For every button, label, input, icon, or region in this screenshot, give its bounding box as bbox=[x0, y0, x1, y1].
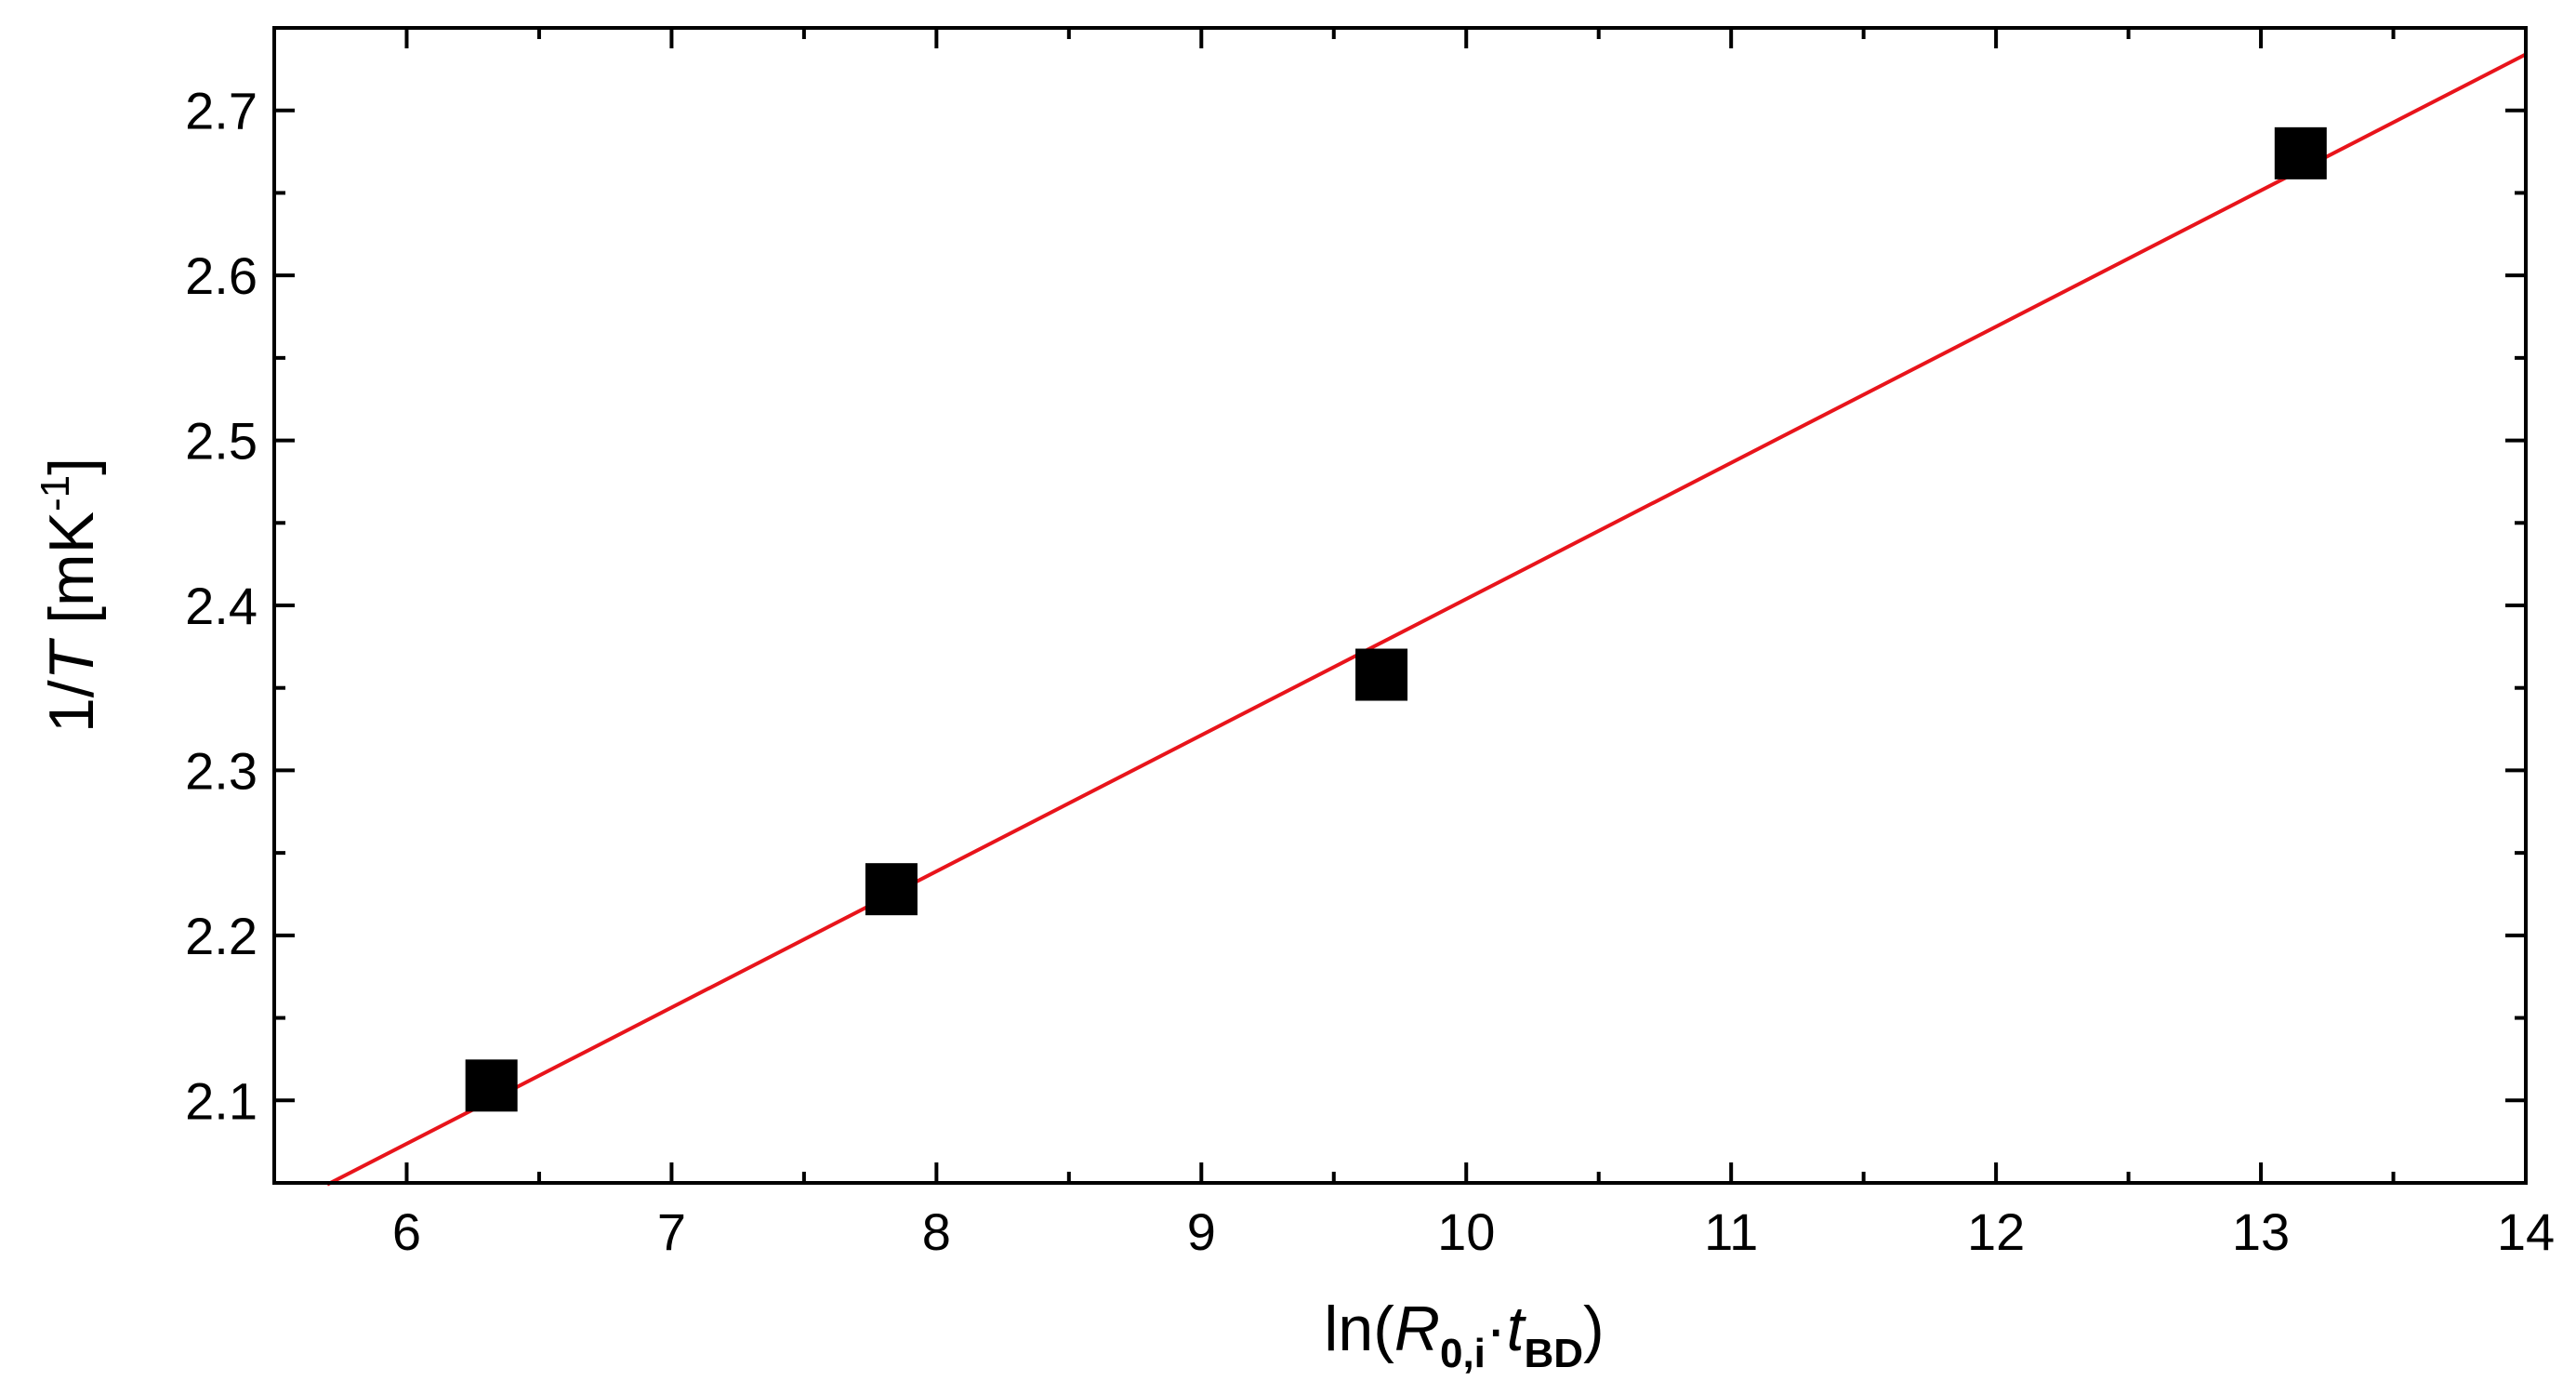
y-tick-label: 2.1 bbox=[185, 1071, 258, 1130]
x-tick-label: 11 bbox=[1704, 1202, 1758, 1261]
data-point bbox=[1355, 648, 1408, 701]
x-tick-label: 14 bbox=[2497, 1202, 2555, 1261]
data-points bbox=[465, 126, 2327, 1112]
x-tick-label: 8 bbox=[922, 1202, 951, 1261]
linear-fit-line bbox=[326, 52, 2527, 1187]
data-point bbox=[465, 1059, 518, 1112]
tick-labels: 6 7 8 9 10 11 12 13 14 2.1 2.2 2.3 2.4 2.5 2.6 2.7 bbox=[185, 82, 2555, 1261]
y-axis-title: 1/T [mK-1] bbox=[33, 458, 107, 733]
y-tick-label: 2.6 bbox=[185, 246, 258, 305]
data-point bbox=[865, 863, 918, 916]
data-point bbox=[2274, 126, 2327, 179]
x-tick-label: 7 bbox=[657, 1202, 686, 1261]
axis-ticks bbox=[272, 26, 2528, 1185]
fit-line-layer bbox=[326, 52, 2527, 1187]
plot-frame bbox=[272, 26, 2528, 1185]
x-tick-label: 10 bbox=[1437, 1202, 1495, 1261]
x-tick-label: 6 bbox=[392, 1202, 421, 1261]
x-tick-label: 12 bbox=[1967, 1202, 2025, 1261]
y-tick-label: 2.4 bbox=[185, 577, 258, 635]
x-tick-label: 13 bbox=[2232, 1202, 2290, 1261]
y-tick-label: 2.7 bbox=[185, 82, 258, 140]
x-axis-title: ln(R0,i·tBD) bbox=[1324, 1294, 1604, 1376]
y-tick-label: 2.2 bbox=[185, 907, 258, 965]
y-tick-label: 2.3 bbox=[185, 741, 258, 800]
x-tick-label: 9 bbox=[1187, 1202, 1216, 1261]
y-tick-label: 2.5 bbox=[185, 412, 258, 471]
